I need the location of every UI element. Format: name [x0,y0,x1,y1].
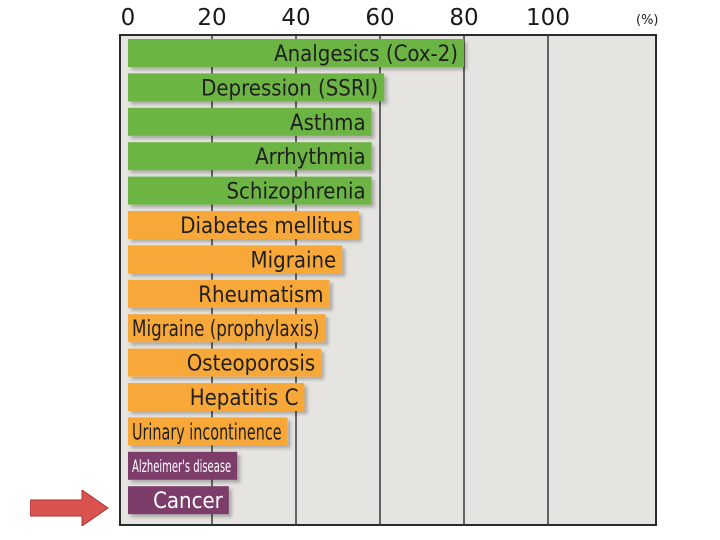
bar-label: Arrhythmia [255,145,366,170]
x-tick-label: 60 [365,5,394,31]
bar [128,486,229,515]
bar-label: Alzheimer's disease [132,457,231,477]
bar-label: Diabetes mellitus [180,214,353,239]
bar-label: Urinary incontinence [132,420,282,445]
bar-label: Analgesics (Cox-2) [274,42,458,67]
bar-label: Hepatitis C [190,386,299,411]
x-tick-label: 40 [281,5,310,31]
bar-label: Rheumatism [198,283,323,308]
bar [128,176,372,205]
bar [128,348,322,377]
bar [128,73,385,102]
x-tick-label: 0 [121,5,136,31]
x-tick-label: 80 [449,5,478,31]
x-axis-ticks: 0 20 40 60 80 100 [121,5,570,31]
bar-label: Osteoporosis [187,352,316,377]
x-tick-label: 100 [526,5,570,31]
bar [128,245,343,274]
bar [128,107,372,136]
bar [128,451,238,480]
bar [128,417,288,446]
bars: Analgesics (Cox-2) Depression (SSRI) Asthm… [128,39,464,515]
x-axis-unit-label: (%) [636,13,659,28]
bar [128,211,359,239]
bar-label: Schizophrenia [226,180,365,205]
x-tick-label: 20 [197,5,226,31]
right-arrow-icon [30,490,109,526]
bar-label: Migraine (prophylaxis) [132,317,319,342]
bar [128,383,305,411]
bar-label: Asthma [290,111,366,136]
bar-label: Cancer [153,489,224,514]
bar-label: Depression (SSRI) [201,76,378,101]
bar-label: Migraine [251,248,337,273]
bar [128,279,330,308]
bar [128,314,326,343]
bar [128,39,464,67]
bar [128,142,372,171]
